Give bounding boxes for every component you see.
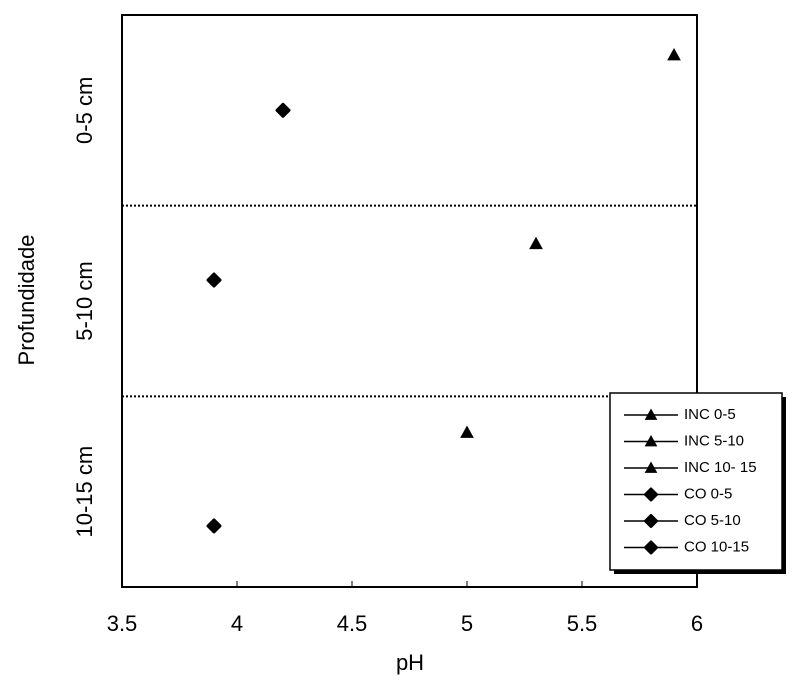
marker-diamond (275, 102, 291, 118)
x-axis-title: pH (396, 650, 424, 675)
marker-diamond (206, 272, 222, 288)
legend-label: INC 10- 15 (684, 459, 757, 476)
x-tick-label: 6 (691, 611, 703, 636)
legend-box (609, 392, 783, 571)
marker-triangle (644, 408, 658, 420)
marker-diamond (206, 518, 222, 534)
marker-diamond (644, 514, 658, 528)
legend-label: INC 5-10 (684, 432, 744, 449)
y-axis-title: Profundidade (14, 235, 39, 366)
x-tick-label: 5.5 (567, 611, 598, 636)
legend-label: INC 0-5 (684, 406, 736, 423)
marker-triangle (667, 48, 681, 61)
marker-triangle (644, 461, 658, 473)
marker-triangle (529, 236, 543, 250)
y-category-label: 0-5 cm (72, 77, 97, 144)
legend-label: CO 0-5 (684, 485, 732, 502)
plot-frame (121, 14, 698, 588)
marker-triangle (644, 434, 658, 447)
x-tick-label: 5 (461, 611, 473, 636)
x-tick-label: 4 (231, 611, 243, 636)
legend-label: CO 10-15 (684, 538, 749, 555)
marker-triangle (460, 425, 474, 438)
x-tick-label: 3.5 (107, 611, 138, 636)
y-category-label: 5-10 cm (72, 261, 97, 340)
legend-label: CO 5-10 (684, 512, 741, 529)
x-tick-label: 4.5 (337, 611, 368, 636)
marker-diamond (644, 540, 658, 555)
y-category-label: 10-15 cm (72, 446, 97, 538)
marker-diamond (644, 487, 658, 502)
legend: INC 0-5 INC 5-10 INC 10- 15 CO 0-5 CO 5-10 CO… (609, 392, 786, 574)
